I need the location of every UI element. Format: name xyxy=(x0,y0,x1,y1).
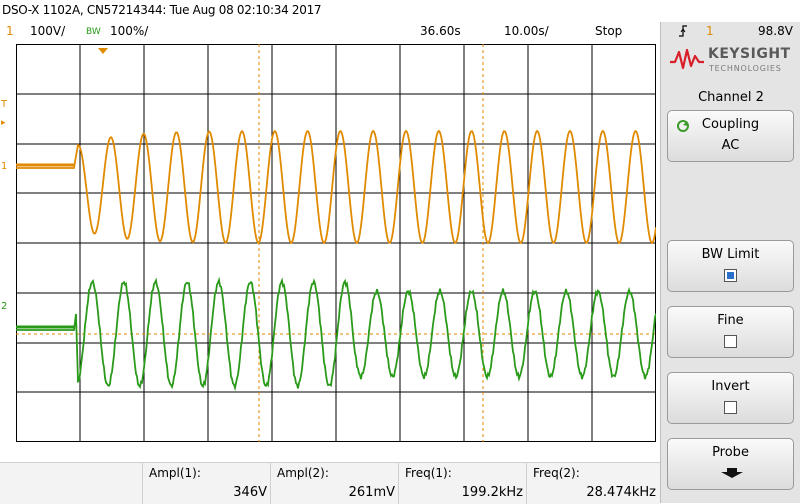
trigger-level: 98.8V xyxy=(758,24,793,38)
measurement-value: 346V xyxy=(233,485,267,500)
ch2-ground-marker[interactable]: 2 xyxy=(1,301,8,312)
measurement-label: Ampl(1): xyxy=(149,466,201,480)
waveform-display[interactable] xyxy=(16,44,656,442)
measurement-ampl-2[interactable]: Ampl(2): 261mV xyxy=(270,463,399,504)
bw-limit-checkbox[interactable] xyxy=(724,269,737,282)
measurement-ampl-1[interactable]: Ampl(1): 346V xyxy=(142,463,271,504)
coupling-label: Coupling xyxy=(701,117,760,132)
measurement-freq-2[interactable]: Freq(2): 28.474kHz xyxy=(526,463,660,504)
trigger-level-marker[interactable]: T xyxy=(1,99,8,110)
trigger-source: 1 xyxy=(706,24,714,38)
invert-softkey[interactable]: Invert xyxy=(667,372,794,424)
time-position[interactable]: 36.60s xyxy=(420,24,461,38)
ch1-ground-marker[interactable]: 1 xyxy=(1,161,8,172)
bw-limit-softkey[interactable]: BW Limit xyxy=(667,240,794,292)
coupling-value: AC xyxy=(721,138,740,153)
brand-subtitle: TECHNOLOGIES xyxy=(709,64,782,73)
window-title: DSO-X 1102A, CN57214344: Tue Aug 08 02:1… xyxy=(2,3,322,17)
ch2-waveform xyxy=(16,276,656,392)
ch1-scale[interactable]: 100V/ xyxy=(30,24,66,38)
trigger-position-marker xyxy=(98,48,108,54)
softkey-panel: KEYSIGHT TECHNOLOGIES Channel 2 Coupling… xyxy=(660,22,800,503)
measurement-value: 261mV xyxy=(348,485,395,500)
measurement-label: Freq(1): xyxy=(405,466,452,480)
rising-edge-trigger-icon xyxy=(678,24,688,41)
measurement-label: Freq(2): xyxy=(533,466,580,480)
measurement-bar: Ampl(1): 346V Ampl(2): 261mV Freq(1): 19… xyxy=(0,462,660,504)
fine-checkbox[interactable] xyxy=(724,335,737,348)
measurement-freq-1[interactable]: Freq(1): 199.2kHz xyxy=(398,463,527,504)
down-arrow-icon xyxy=(720,467,744,483)
fine-label: Fine xyxy=(717,313,744,328)
probe-label: Probe xyxy=(712,445,749,460)
brand-name: KEYSIGHT xyxy=(708,46,791,62)
trigger-level-arrow-icon: ▸ xyxy=(1,118,6,128)
ch2-scale[interactable]: 100%/ xyxy=(110,24,149,38)
ch1-number[interactable]: 1 xyxy=(6,24,14,38)
waveform-canvas[interactable] xyxy=(16,44,656,442)
keysight-wave-icon xyxy=(670,48,704,70)
coupling-softkey[interactable]: Coupling AC xyxy=(667,110,794,162)
measurement-value: 199.2kHz xyxy=(461,485,523,500)
time-scale[interactable]: 10.00s/ xyxy=(504,24,549,38)
brand-logo: KEYSIGHT TECHNOLOGIES xyxy=(661,44,800,84)
panel-title: Channel 2 xyxy=(698,90,764,105)
fine-softkey[interactable]: Fine xyxy=(667,306,794,358)
graticule-border xyxy=(16,44,656,442)
run-state[interactable]: Stop xyxy=(595,24,623,38)
bw-limit-label: BW Limit xyxy=(701,247,760,262)
bw-limit-tag: BW xyxy=(86,27,101,37)
measurement-label: Ampl(2): xyxy=(277,466,329,480)
probe-softkey[interactable]: Probe xyxy=(667,438,794,490)
status-bar: 1 100V/ BW 100%/ 36.60s 10.00s/ Stop xyxy=(0,22,658,42)
invert-checkbox[interactable] xyxy=(724,401,737,414)
rotate-knob-icon xyxy=(676,119,690,137)
ch1-waveform xyxy=(16,129,656,245)
invert-label: Invert xyxy=(711,379,750,394)
trigger-info[interactable]: 1 98.8V xyxy=(666,22,800,42)
measurement-value: 28.474kHz xyxy=(586,485,656,500)
channel-markers: T ▸ 1 2 xyxy=(0,44,16,444)
